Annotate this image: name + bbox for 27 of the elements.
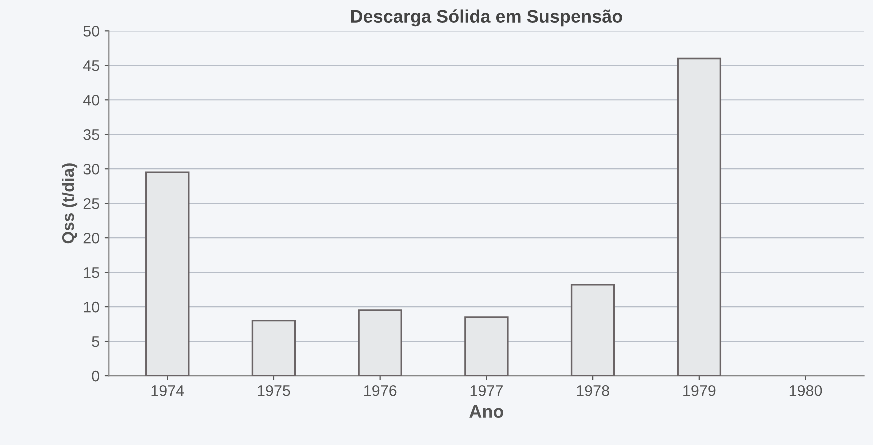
x-tick-label: 1975 bbox=[258, 385, 290, 396]
y-tick-label: 20 bbox=[84, 232, 100, 244]
bar bbox=[570, 284, 616, 376]
x-tick-label: 1977 bbox=[470, 385, 503, 396]
y-tick-label: 35 bbox=[84, 129, 100, 140]
y-tick-label: 15 bbox=[84, 268, 100, 278]
y-tick-label: 5 bbox=[92, 336, 100, 348]
x-tick-label: 1978 bbox=[577, 385, 610, 396]
chart-title: Descarga Sólida em Suspensão bbox=[351, 10, 622, 27]
y-axis-title: Qss (t/dia) bbox=[62, 164, 78, 244]
y-tick-label: 0 bbox=[92, 370, 100, 382]
y-tick-label: 25 bbox=[84, 198, 100, 210]
y-tick-label: 50 bbox=[84, 26, 100, 37]
y-tick-label: 40 bbox=[83, 94, 100, 106]
bar bbox=[677, 58, 722, 376]
y-tick-label: 30 bbox=[84, 164, 100, 175]
y-tick-label: 10 bbox=[84, 302, 100, 313]
bar bbox=[358, 310, 402, 376]
x-axis-title: Ano bbox=[470, 406, 504, 418]
bar bbox=[464, 316, 509, 376]
bar bbox=[146, 172, 190, 376]
bar bbox=[252, 320, 296, 376]
x-tick-label: 1976 bbox=[364, 385, 397, 396]
y-tick-label: 45 bbox=[83, 60, 100, 72]
x-tick-label: 1980 bbox=[790, 385, 822, 396]
x-tick-label: 1979 bbox=[684, 385, 716, 396]
x-tick-label: 1974 bbox=[152, 385, 184, 396]
